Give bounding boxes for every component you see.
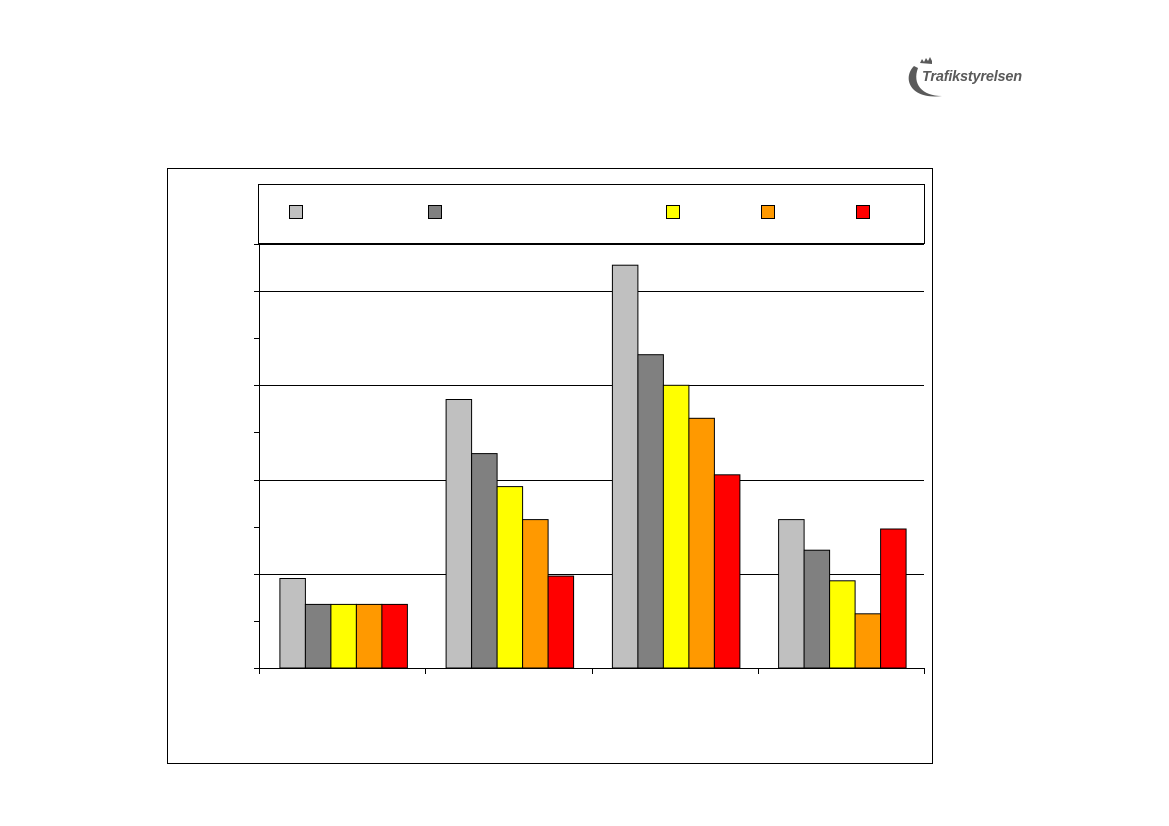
arc-swoosh-icon <box>908 66 942 97</box>
chart-area-frame <box>167 168 933 764</box>
bar <box>471 453 498 669</box>
bar <box>611 264 639 669</box>
bar <box>522 519 549 669</box>
bar <box>662 384 690 669</box>
logo-text: Trafikstyrelsen <box>922 69 1022 85</box>
bars <box>279 264 907 669</box>
bar <box>355 603 383 669</box>
bar <box>637 354 664 669</box>
bar <box>547 575 575 669</box>
gridlines <box>259 244 924 575</box>
bar <box>688 417 715 669</box>
legend-swatch <box>289 205 303 219</box>
bar <box>445 399 473 669</box>
bar <box>778 519 805 669</box>
axes <box>254 244 925 674</box>
crown-icon <box>920 57 932 64</box>
legend-swatch <box>666 205 680 219</box>
trafikstyrelsen-logo <box>908 57 942 97</box>
legend-box <box>258 184 925 244</box>
bar <box>279 578 306 669</box>
bar <box>496 486 524 669</box>
bar <box>713 474 741 669</box>
bar <box>803 549 831 669</box>
bar <box>829 580 856 669</box>
legend <box>289 205 870 219</box>
bar <box>304 603 332 669</box>
bar <box>381 603 408 669</box>
legend-swatch <box>856 205 870 219</box>
legend-swatch <box>428 205 442 219</box>
legend-swatch <box>761 205 775 219</box>
bar <box>854 613 882 669</box>
bar <box>330 603 357 669</box>
bar <box>880 528 907 669</box>
